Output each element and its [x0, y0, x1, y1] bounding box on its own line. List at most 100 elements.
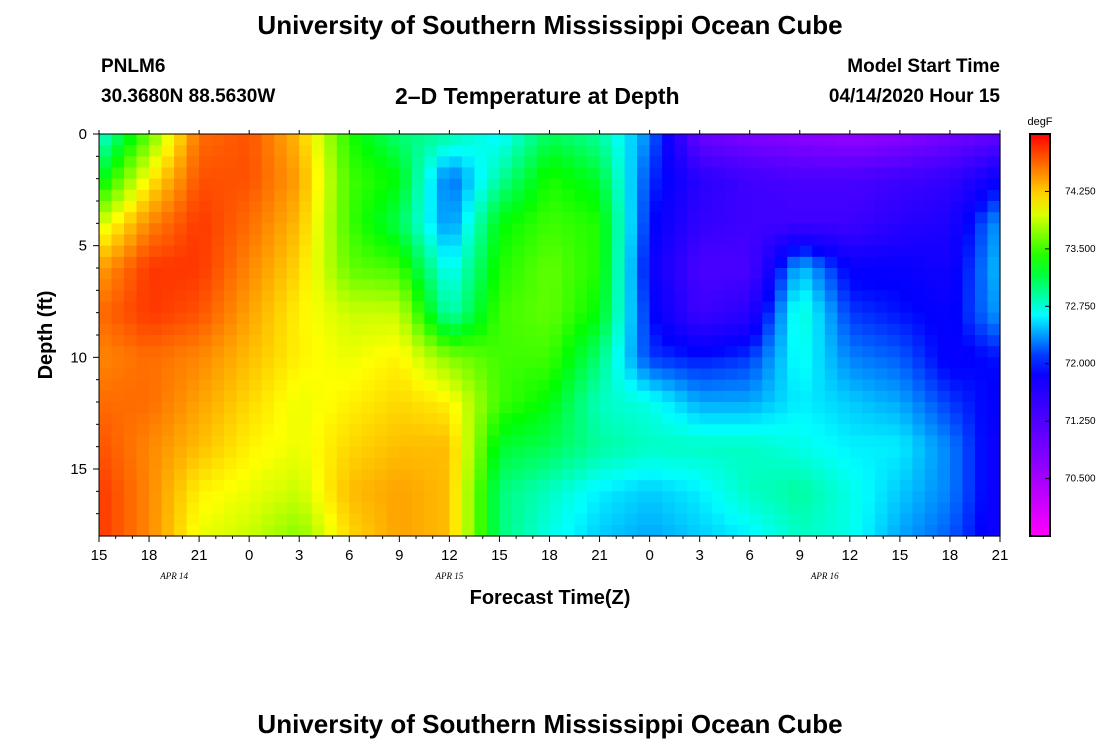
- heatmap-cell: [562, 134, 576, 146]
- heatmap-cell: [974, 424, 989, 437]
- heatmap-cell: [949, 524, 964, 537]
- heatmap-cell: [874, 223, 888, 236]
- heatmap-cell: [274, 435, 288, 448]
- heatmap-cell: [699, 279, 713, 291]
- heatmap-cell: [461, 268, 476, 280]
- heatmap-cell: [599, 212, 613, 224]
- heatmap-cell: [499, 513, 513, 526]
- heatmap-cell: [712, 435, 726, 448]
- heatmap-cell: [912, 457, 926, 470]
- heatmap-cell: [149, 524, 163, 537]
- heatmap-cell: [311, 189, 325, 202]
- heatmap-cell: [562, 402, 576, 414]
- heatmap-cell: [511, 223, 526, 236]
- heatmap-cell: [562, 323, 576, 336]
- heatmap-cell: [912, 290, 926, 303]
- heatmap-cell: [236, 346, 250, 358]
- heatmap-cell: [687, 346, 701, 358]
- heatmap-cell: [199, 524, 213, 537]
- heatmap-cell: [974, 201, 989, 213]
- heatmap-cell: [612, 256, 626, 269]
- heatmap-cell: [411, 212, 425, 224]
- heatmap-cell: [261, 491, 275, 504]
- heatmap-cell: [649, 234, 663, 247]
- heatmap-cell: [99, 424, 113, 437]
- heatmap-cell: [311, 301, 325, 314]
- heatmap-cell: [536, 268, 551, 280]
- heatmap-cell: [662, 290, 676, 303]
- heatmap-cell: [274, 301, 288, 314]
- heatmap-cell: [386, 357, 400, 370]
- heatmap-cell: [987, 368, 1001, 381]
- heatmap-cell: [849, 312, 863, 325]
- heatmap-cell: [261, 212, 275, 224]
- heatmap-cell: [236, 368, 250, 381]
- heatmap-cell: [286, 301, 300, 314]
- heatmap-cell: [499, 368, 513, 381]
- heatmap-cell: [662, 390, 676, 403]
- heatmap-cell: [837, 346, 851, 358]
- heatmap-cell: [149, 212, 163, 224]
- heatmap-cell: [436, 491, 450, 504]
- heatmap-cell: [749, 268, 763, 280]
- heatmap-cell: [336, 502, 350, 515]
- heatmap-cell: [324, 212, 338, 224]
- heatmap-cell: [762, 424, 776, 437]
- heatmap-cell: [336, 234, 350, 247]
- heatmap-cell: [161, 524, 175, 537]
- heatmap-cell: [174, 413, 188, 425]
- heatmap-cell: [211, 402, 225, 414]
- heatmap-cell: [524, 145, 538, 157]
- heatmap-cell: [474, 357, 488, 370]
- heatmap-cell: [649, 323, 663, 336]
- heatmap-cell: [199, 368, 213, 381]
- heatmap-cell: [699, 368, 713, 381]
- heatmap-cell: [449, 256, 463, 269]
- heatmap-cell: [737, 256, 751, 269]
- heatmap-cell: [211, 323, 225, 336]
- heatmap-cell: [249, 189, 263, 202]
- heatmap-cell: [574, 457, 588, 470]
- heatmap-cell: [236, 145, 250, 157]
- heatmap-cell: [499, 413, 513, 425]
- heatmap-cell: [174, 212, 188, 224]
- heatmap-cell: [124, 524, 138, 537]
- heatmap-cell: [724, 457, 738, 470]
- heatmap-cell: [749, 234, 763, 247]
- heatmap-cell: [824, 145, 838, 157]
- heatmap-cell: [136, 469, 150, 481]
- heatmap-cell: [136, 167, 150, 180]
- heatmap-cell: [436, 134, 450, 146]
- heatmap-cell: [574, 234, 588, 247]
- heatmap-cell: [762, 346, 776, 358]
- heatmap-cell: [424, 256, 438, 269]
- heatmap-cell: [662, 212, 676, 224]
- heatmap-cell: [937, 446, 951, 459]
- heatmap-cell: [149, 201, 163, 213]
- heatmap-cell: [662, 189, 676, 202]
- heatmap-cell: [111, 234, 125, 247]
- heatmap-cell: [587, 469, 601, 481]
- heatmap-cell: [361, 402, 375, 414]
- heatmap-cell: [311, 279, 325, 291]
- heatmap-cell: [574, 524, 588, 537]
- heatmap-cell: [562, 457, 576, 470]
- heatmap-cell: [687, 469, 701, 481]
- heatmap-cell: [737, 323, 751, 336]
- heatmap-cell: [261, 301, 275, 314]
- heatmap-cell: [224, 502, 238, 515]
- heatmap-cell: [774, 212, 788, 224]
- heatmap-cell: [436, 301, 450, 314]
- heatmap-cell: [849, 446, 863, 459]
- heatmap-cell: [762, 223, 776, 236]
- heatmap-cell: [599, 390, 613, 403]
- heatmap-cell: [937, 402, 951, 414]
- heatmap-cell: [261, 346, 275, 358]
- heatmap-cell: [987, 357, 1001, 370]
- heatmap-cell: [987, 469, 1001, 481]
- heatmap-cell: [486, 457, 501, 470]
- heatmap-cell: [311, 424, 325, 437]
- heatmap-cell: [549, 446, 563, 459]
- heatmap-cell: [862, 189, 876, 202]
- heatmap-cell: [899, 379, 913, 392]
